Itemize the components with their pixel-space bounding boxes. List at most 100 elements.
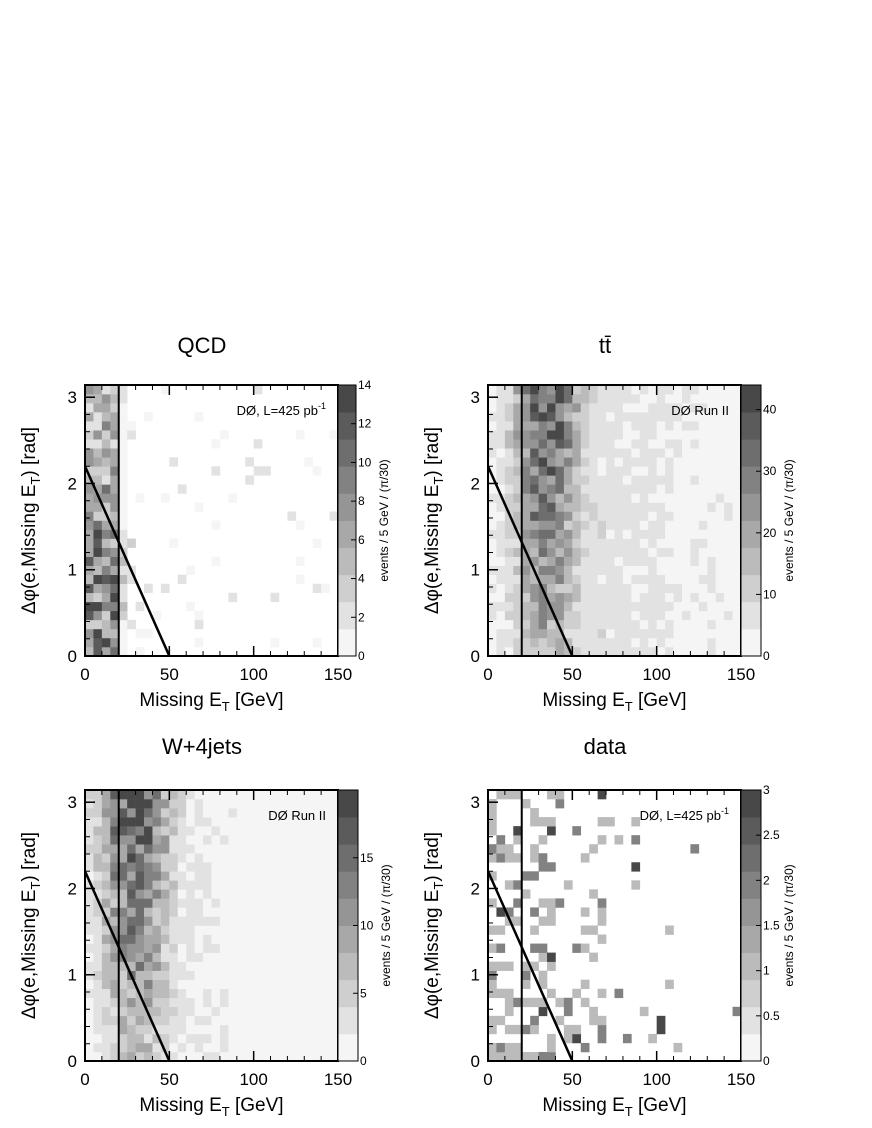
heatmap-bin	[228, 853, 238, 863]
heatmap-bin	[321, 862, 330, 872]
heatmap-bin	[135, 1024, 145, 1035]
heatmap-bin	[312, 808, 322, 818]
heatmap-bin	[690, 565, 700, 575]
heatmap-bin	[211, 961, 221, 971]
heatmap-bin	[513, 601, 523, 612]
heatmap-bin	[589, 511, 598, 521]
heatmap-bin	[211, 520, 221, 530]
heatmap-bin	[236, 979, 246, 990]
heatmap-bin	[110, 610, 120, 621]
heatmap-bin	[169, 943, 179, 953]
heatmap-bin	[589, 421, 598, 431]
heatmap-bin	[110, 862, 120, 872]
heatmap-bin	[665, 457, 674, 467]
heatmap-bin	[530, 583, 539, 594]
heatmap-bin	[110, 853, 120, 863]
heatmap-bin	[589, 538, 598, 548]
heatmap-bin	[488, 466, 497, 476]
heatmap-bin	[228, 1006, 238, 1017]
y-tick-label: 0	[471, 1052, 480, 1071]
heatmap-bin	[110, 439, 120, 449]
heatmap-bin	[93, 619, 103, 630]
colorbar-tick-label: 0	[763, 1054, 770, 1068]
heatmap-bin	[724, 421, 733, 431]
heatmap-bin	[152, 916, 162, 926]
heatmap-bin	[606, 484, 615, 494]
heatmap-bin	[127, 1015, 136, 1026]
heatmap-bin	[321, 790, 330, 800]
heatmap-bin	[101, 502, 111, 512]
heatmap-bin	[521, 484, 531, 494]
heatmap-bin	[665, 925, 674, 935]
heatmap-bin	[177, 970, 187, 980]
heatmap-bin	[580, 538, 590, 548]
heatmap-bin	[236, 790, 246, 800]
heatmap-bin	[245, 925, 254, 935]
heatmap-bin	[186, 943, 195, 953]
heatmap-bin	[513, 637, 523, 648]
heatmap-bin	[194, 889, 204, 899]
heatmap-bin	[496, 637, 506, 648]
heatmap-bin	[614, 574, 624, 585]
heatmap-bin	[504, 448, 514, 458]
heatmap-bin	[622, 484, 632, 494]
heatmap-bin	[278, 1051, 288, 1062]
heatmap-bin	[521, 520, 531, 530]
heatmap-bin	[580, 574, 590, 585]
heatmap-bin	[538, 1006, 548, 1017]
heatmap-bin	[194, 961, 204, 971]
heatmap-bin	[186, 1051, 195, 1062]
heatmap-bin	[93, 403, 103, 413]
heatmap-bin	[563, 547, 573, 557]
heatmap-bin	[110, 565, 120, 575]
heatmap-bin	[547, 412, 556, 422]
heatmap-bin	[707, 520, 716, 530]
heatmap-bin	[513, 574, 523, 585]
heatmap-bin	[504, 394, 514, 404]
colorbar-swatch	[338, 790, 358, 818]
heatmap-bin	[724, 520, 733, 530]
heatmap-bin	[648, 439, 657, 449]
heatmap-bin	[707, 601, 716, 612]
heatmap-bin	[118, 556, 128, 566]
heatmap-bin	[118, 961, 128, 971]
colorbar-swatch	[338, 898, 358, 926]
colorbar-tick-label: 10	[358, 455, 372, 469]
heatmap-bin	[127, 619, 136, 630]
heatmap-bin	[547, 421, 556, 431]
heatmap-bin	[530, 592, 539, 603]
heatmap-bin	[312, 907, 322, 917]
heatmap-bin	[262, 466, 271, 476]
heatmap-bin	[101, 565, 111, 575]
heatmap-bin	[589, 1015, 598, 1026]
heatmap-bin	[715, 394, 725, 404]
heatmap-bin	[563, 520, 573, 530]
heatmap-bin	[547, 646, 556, 657]
heatmap-bin	[219, 844, 229, 854]
heatmap-bin	[521, 619, 531, 630]
heatmap-bin	[228, 961, 238, 971]
heatmap-bin	[144, 1042, 153, 1053]
heatmap-bin	[160, 808, 170, 818]
heatmap-bin	[639, 484, 649, 494]
heatmap-bin	[101, 421, 111, 431]
heatmap-bin	[262, 799, 271, 809]
heatmap-bin	[530, 871, 539, 881]
heatmap-bin	[580, 1042, 590, 1053]
heatmap-bin	[732, 610, 742, 621]
heatmap-bin	[93, 412, 103, 422]
heatmap-bin	[538, 457, 548, 467]
heatmap-bin	[203, 1024, 212, 1035]
heatmap-bin	[219, 934, 229, 944]
colorbar-swatch	[741, 601, 761, 630]
heatmap-bin	[219, 997, 229, 1008]
heatmap-bin	[656, 601, 666, 612]
heatmap-bin	[715, 484, 725, 494]
heatmap-bin	[253, 799, 263, 809]
heatmap-bin	[597, 493, 607, 503]
heatmap-bin	[101, 934, 111, 944]
heatmap-bin	[530, 412, 539, 422]
heatmap-bin	[85, 943, 94, 953]
heatmap-bin	[287, 817, 297, 827]
heatmap-bin	[93, 943, 103, 953]
